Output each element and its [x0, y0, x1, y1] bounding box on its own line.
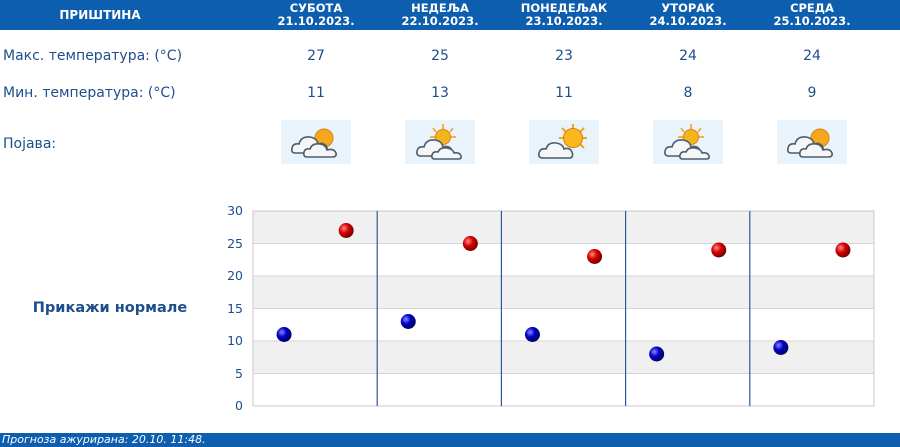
forecast-updated-text: Прогноза ажурирана: 20.10. 11:48. — [2, 433, 206, 446]
min-temp-point — [773, 340, 789, 355]
max-temp-value: 24 — [803, 48, 821, 64]
min-temp-value: 8 — [683, 85, 693, 101]
weather-label: Појава: — [3, 136, 57, 152]
sunny-icon — [529, 120, 599, 164]
day-date: 23.10.2023. — [525, 14, 603, 28]
show-normals-link[interactable]: Прикажи нормале — [32, 300, 188, 316]
city-name: ПРИШТИНА — [59, 8, 141, 22]
day-header-1: СУБОТА 21.10.2023. — [254, 2, 378, 28]
max-temp-value: 23 — [555, 48, 573, 64]
cloudy-sun-icon — [777, 120, 847, 164]
min-temp-point — [524, 327, 540, 342]
sun-cloud-icon — [405, 120, 475, 164]
grid-band — [253, 373, 874, 406]
max-temp-point — [587, 249, 603, 264]
min-temp-point — [276, 327, 292, 342]
day-header-4: УТОРАК 24.10.2023. — [626, 2, 750, 28]
max-temp-point — [338, 223, 354, 238]
min-temp-value: 11 — [555, 85, 573, 101]
y-tick-label: 25 — [227, 236, 243, 251]
grid-band — [253, 341, 874, 374]
day-date: 25.10.2023. — [773, 14, 851, 28]
max-temp-point — [835, 242, 851, 258]
day-header-3: ПОНЕДЕЉАК 23.10.2023. — [502, 2, 626, 28]
grid-band — [253, 276, 874, 309]
forecast-header: ПРИШТИНА СУБОТА 21.10.2023. НЕДЕЉА 22.10… — [0, 0, 900, 30]
day-name: СУБОТА — [289, 1, 343, 15]
max-temp-value: 24 — [679, 48, 697, 64]
day-date: 22.10.2023. — [401, 14, 479, 28]
y-tick-label: 30 — [227, 203, 243, 218]
max-temp-point — [462, 236, 478, 251]
max-temp-value: 27 — [307, 48, 325, 64]
min-temp-value: 13 — [431, 85, 449, 101]
day-header-5: СРЕДА 25.10.2023. — [750, 2, 874, 28]
min-temp-value: 9 — [807, 85, 817, 101]
plot-border — [252, 210, 875, 407]
min-temp-label: Мин. температура: (°C) — [3, 85, 176, 101]
min-temp-value: 11 — [307, 85, 325, 101]
y-tick-label: 20 — [227, 268, 243, 283]
day-name: НЕДЕЉА — [411, 1, 469, 15]
grid-band — [253, 308, 874, 341]
day-name: УТОРАК — [661, 1, 715, 15]
day-date: 24.10.2023. — [649, 14, 727, 28]
cloudy-sun-icon — [281, 120, 351, 164]
y-tick-label: 10 — [227, 333, 243, 348]
day-name: СРЕДА — [790, 1, 834, 15]
y-tick-label: 0 — [235, 398, 243, 413]
grid-band — [253, 243, 874, 276]
day-name: ПОНЕДЕЉАК — [520, 1, 608, 15]
footer-bar: Прогноза ажурирана: 20.10. 11:48. — [0, 433, 900, 447]
y-tick-label: 5 — [235, 366, 243, 381]
day-header-2: НЕДЕЉА 22.10.2023. — [378, 2, 502, 28]
day-date: 21.10.2023. — [277, 14, 355, 28]
grid-band — [253, 211, 874, 244]
sun-cloud-icon — [653, 120, 723, 164]
max-temp-point — [711, 242, 727, 258]
y-tick-label: 15 — [227, 301, 243, 316]
min-temp-point — [649, 346, 665, 362]
max-temp-value: 25 — [431, 48, 449, 64]
max-temp-label: Макс. температура: (°C) — [3, 48, 183, 64]
min-temp-point — [400, 314, 416, 329]
